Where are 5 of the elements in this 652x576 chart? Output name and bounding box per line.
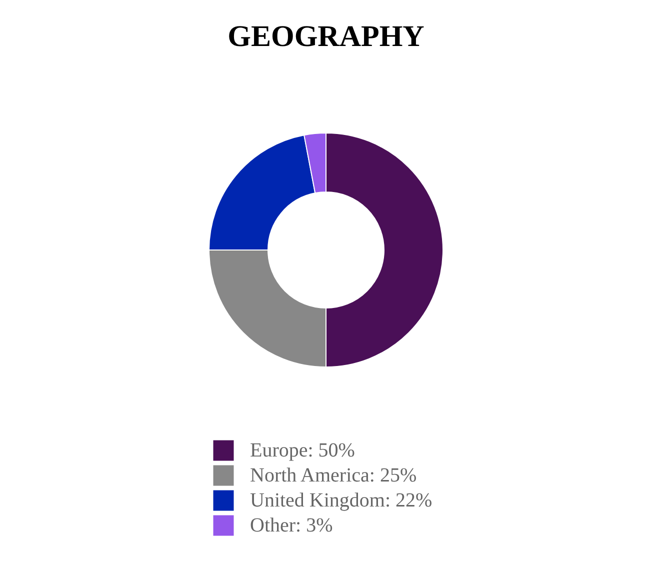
- legend-label: Other: 3%: [250, 514, 333, 536]
- chart-title: GEOGRAPHY: [228, 20, 425, 53]
- legend-label: United Kingdom: 22%: [250, 490, 432, 512]
- legend-label: Europe: 50%: [250, 440, 355, 462]
- legend-label: North America: 25%: [250, 464, 417, 486]
